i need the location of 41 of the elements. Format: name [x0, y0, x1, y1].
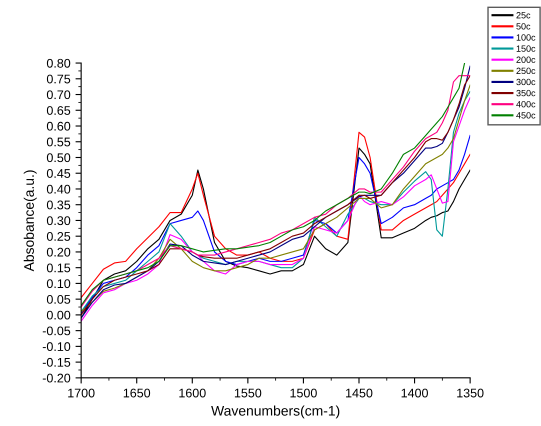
- y-tick-label: -0.05: [42, 326, 70, 336]
- legend-label: 250c: [516, 68, 536, 74]
- y-tick-label: 0.45: [46, 169, 70, 178]
- y-tick-label: 0.70: [46, 90, 70, 100]
- x-axis-title: Wavenumbers(cm-1): [211, 405, 340, 418]
- x-tick-label: 1700: [68, 388, 95, 398]
- x-tick-label: 1600: [179, 388, 206, 398]
- legend-label: 300c: [516, 78, 536, 86]
- x-tick-label: 1550: [234, 388, 262, 398]
- y-tick-label: 0.50: [46, 153, 70, 162]
- y-tick-label: -0.15: [42, 358, 70, 367]
- x-tick-label: 1500: [290, 388, 317, 398]
- x-tick-label: 1350: [457, 388, 484, 398]
- y-tick-label: 0.40: [46, 184, 70, 194]
- y-tick-label: 0.35: [46, 200, 70, 210]
- y-tick-label: 0.20: [46, 248, 70, 257]
- y-tick-label: 0.55: [46, 138, 70, 146]
- legend-label: 350c: [516, 90, 536, 96]
- y-tick-label: 0.65: [46, 106, 70, 115]
- legend-label: 150c: [516, 45, 536, 52]
- y-tick-label: -0.20: [42, 374, 70, 383]
- y-axis-title: Absobance(a.u.): [24, 170, 37, 272]
- y-tick-label: 0.30: [46, 216, 70, 226]
- legend-label: 50c: [516, 23, 530, 30]
- y-tick-label: 0.15: [46, 263, 70, 272]
- legend-label: 450c: [516, 112, 536, 119]
- y-tick-label: 0.80: [46, 58, 70, 68]
- y-tick-label: 0.00: [46, 310, 70, 320]
- x-tick-label: 1450: [346, 388, 372, 398]
- y-tick-label: 0.75: [46, 74, 70, 84]
- legend-label: 200c: [516, 56, 536, 63]
- y-tick-label: -0.10: [42, 342, 70, 352]
- legend-label: 400c: [516, 101, 536, 108]
- y-tick-label: 0.10: [46, 279, 70, 288]
- y-tick-label: 0.25: [46, 232, 70, 241]
- legend-label: 25c: [516, 12, 530, 18]
- x-tick-label: 1400: [402, 388, 428, 398]
- y-tick-label: 0.05: [46, 294, 70, 304]
- y-tick-label: 0.60: [46, 122, 70, 131]
- legend-label: 100c: [516, 34, 536, 41]
- x-tick-label: 1650: [124, 388, 150, 398]
